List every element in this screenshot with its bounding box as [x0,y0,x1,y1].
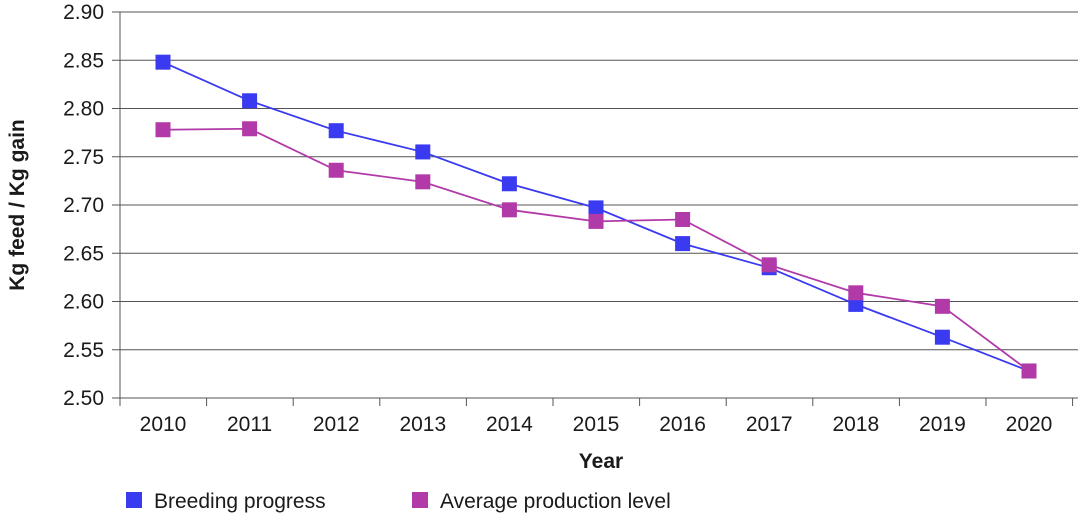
x-tick-label: 2020 [1006,413,1053,436]
data-point-marker [675,236,691,252]
data-point-marker [328,123,344,139]
y-axis-title: Kg feed / Kg gain [6,119,29,291]
legend-label: Breeding progress [154,490,326,513]
x-tick-label: 2015 [573,413,620,436]
data-point-marker [848,285,864,301]
y-tick-label: 2.90 [63,1,104,24]
legend: Breeding progress Average production leve… [126,490,671,513]
y-tick-label: 2.80 [63,98,104,121]
y-tick-label: 2.55 [63,339,104,362]
series-line [162,127,1030,372]
legend-swatch [126,492,142,508]
y-tick-label: 2.60 [63,291,104,314]
data-point-marker [501,176,517,192]
data-point-marker [242,93,258,109]
x-tick-label: 2017 [746,413,793,436]
data-point-marker [1021,363,1037,379]
x-tick-label: 2010 [140,413,187,436]
data-point-marker [761,257,777,273]
x-tick-label: 2011 [227,413,272,436]
data-point-marker [155,122,171,138]
x-tick-label: 2012 [313,413,360,436]
data-point-marker [415,144,431,160]
legend-label: Average production level [440,490,671,513]
data-point-marker [328,162,344,178]
y-tick-label: 2.70 [63,194,104,217]
legend-swatch [412,492,428,508]
data-point-marker [934,329,950,345]
data-point-marker [588,213,604,229]
data-point-marker [415,174,431,190]
data-point-marker [242,121,258,137]
data-point-marker [848,296,864,312]
data-point-marker [675,211,691,227]
data-point-marker [155,54,171,70]
data-point-marker [934,298,950,314]
data-point-marker [501,202,517,218]
x-axis: 2010 2011 2012 2013 2014 2015 2016 2017 2018 2019… [119,398,1074,436]
y-tick-label: 2.85 [63,49,104,72]
x-tick-label: 2016 [659,413,706,436]
x-tick-label: 2013 [399,413,446,436]
x-tick-label: 2019 [919,413,966,436]
data-point-marker [588,200,604,216]
x-tick-label: 2018 [832,413,879,436]
x-tick-label: 2014 [486,413,533,436]
y-tick-label: 2.65 [63,242,104,265]
y-tick-label: 2.50 [63,387,104,410]
y-axis: 2.50 2.55 2.60 2.65 2.70 2.75 2.80 2.85 2.90 [63,1,121,410]
y-tick-label: 2.75 [63,146,104,169]
series-average-production-level [155,121,1037,379]
series-group [155,54,1037,379]
x-axis-title: Year [579,450,623,473]
